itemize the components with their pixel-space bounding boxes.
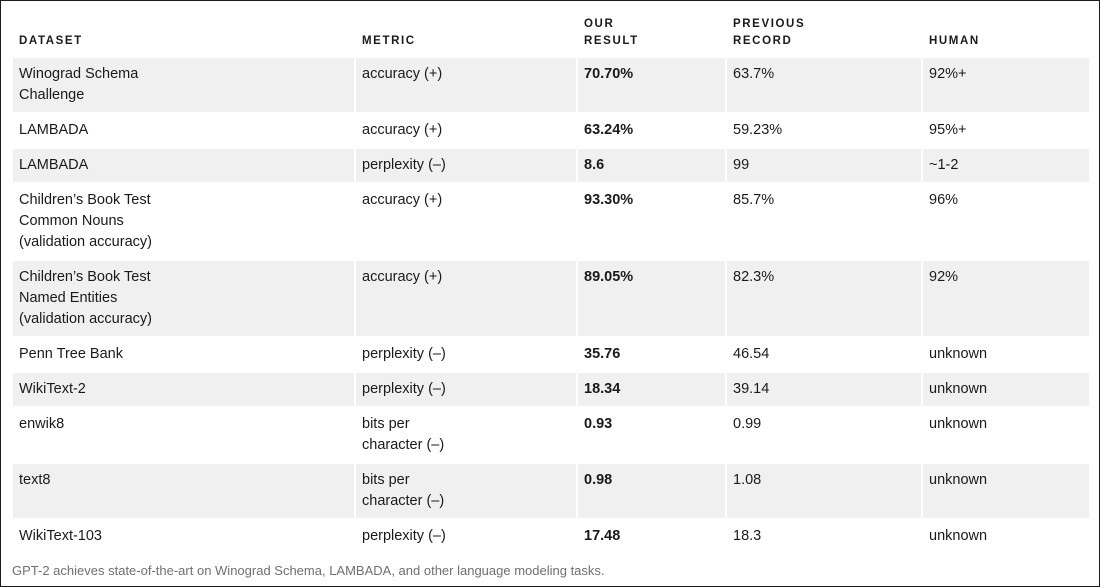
- cell-human: 95%+: [923, 114, 1089, 147]
- cell-human: ~1-2: [923, 149, 1089, 182]
- table-header-row: DATASET METRIC OUR RESULT PREVIOUS RECOR…: [13, 11, 1089, 56]
- cell-previous-record: 59.23%: [727, 114, 921, 147]
- cell-dataset: Penn Tree Bank: [13, 338, 354, 371]
- cell-previous-record: 18.3: [727, 520, 921, 553]
- table-row: text8 bits per character (–) 0.98 1.08 u…: [13, 464, 1089, 518]
- cell-previous-record: 1.08: [727, 464, 921, 518]
- cell-metric: accuracy (+): [356, 261, 576, 336]
- cell-human: unknown: [923, 464, 1089, 518]
- cell-human: unknown: [923, 520, 1089, 553]
- cell-dataset: Children’s Book Test Common Nouns (valid…: [13, 184, 354, 259]
- table-row: LAMBADA accuracy (+) 63.24% 59.23% 95%+: [13, 114, 1089, 147]
- header-human: HUMAN: [923, 11, 1089, 56]
- table-row: Children’s Book Test Named Entities (val…: [13, 261, 1089, 336]
- cell-previous-record: 63.7%: [727, 58, 921, 112]
- cell-our-result: 8.6: [578, 149, 725, 182]
- cell-metric: perplexity (–): [356, 338, 576, 371]
- cell-our-result: 63.24%: [578, 114, 725, 147]
- cell-previous-record: 0.99: [727, 408, 921, 462]
- table-row: WikiText-103 perplexity (–) 17.48 18.3 u…: [13, 520, 1089, 553]
- header-previous-record: PREVIOUS RECORD: [727, 11, 921, 56]
- cell-metric: perplexity (–): [356, 520, 576, 553]
- cell-dataset: LAMBADA: [13, 114, 354, 147]
- cell-human: 92%: [923, 261, 1089, 336]
- cell-human: 92%+: [923, 58, 1089, 112]
- cell-previous-record: 39.14: [727, 373, 921, 406]
- cell-our-result: 35.76: [578, 338, 725, 371]
- header-our-result: OUR RESULT: [578, 11, 725, 56]
- cell-dataset: Children’s Book Test Named Entities (val…: [13, 261, 354, 336]
- cell-metric: bits per character (–): [356, 464, 576, 518]
- cell-metric: bits per character (–): [356, 408, 576, 462]
- cell-human: unknown: [923, 408, 1089, 462]
- cell-our-result: 70.70%: [578, 58, 725, 112]
- cell-our-result: 17.48: [578, 520, 725, 553]
- cell-our-result: 93.30%: [578, 184, 725, 259]
- cell-our-result: 0.93: [578, 408, 725, 462]
- table-row: Penn Tree Bank perplexity (–) 35.76 46.5…: [13, 338, 1089, 371]
- cell-dataset: WikiText-2: [13, 373, 354, 406]
- cell-metric: accuracy (+): [356, 114, 576, 147]
- cell-dataset: Winograd Schema Challenge: [13, 58, 354, 112]
- header-dataset: DATASET: [13, 11, 354, 56]
- cell-dataset: enwik8: [13, 408, 354, 462]
- cell-dataset: WikiText-103: [13, 520, 354, 553]
- table-row: LAMBADA perplexity (–) 8.6 99 ~1-2: [13, 149, 1089, 182]
- results-table: DATASET METRIC OUR RESULT PREVIOUS RECOR…: [11, 9, 1091, 555]
- cell-previous-record: 82.3%: [727, 261, 921, 336]
- cell-metric: perplexity (–): [356, 149, 576, 182]
- cell-metric: accuracy (+): [356, 184, 576, 259]
- cell-previous-record: 85.7%: [727, 184, 921, 259]
- table-row: WikiText-2 perplexity (–) 18.34 39.14 un…: [13, 373, 1089, 406]
- cell-metric: accuracy (+): [356, 58, 576, 112]
- cell-dataset: LAMBADA: [13, 149, 354, 182]
- cell-human: unknown: [923, 338, 1089, 371]
- table-row: Winograd Schema Challenge accuracy (+) 7…: [13, 58, 1089, 112]
- table-caption: GPT-2 achieves state-of-the-art on Winog…: [12, 563, 605, 578]
- cell-human: unknown: [923, 373, 1089, 406]
- cell-our-result: 0.98: [578, 464, 725, 518]
- table-row: enwik8 bits per character (–) 0.93 0.99 …: [13, 408, 1089, 462]
- results-table-container: DATASET METRIC OUR RESULT PREVIOUS RECOR…: [13, 9, 1090, 555]
- cell-previous-record: 46.54: [727, 338, 921, 371]
- table-row: Children’s Book Test Common Nouns (valid…: [13, 184, 1089, 259]
- cell-our-result: 18.34: [578, 373, 725, 406]
- header-metric: METRIC: [356, 11, 576, 56]
- cell-dataset: text8: [13, 464, 354, 518]
- cell-human: 96%: [923, 184, 1089, 259]
- cell-metric: perplexity (–): [356, 373, 576, 406]
- cell-our-result: 89.05%: [578, 261, 725, 336]
- cell-previous-record: 99: [727, 149, 921, 182]
